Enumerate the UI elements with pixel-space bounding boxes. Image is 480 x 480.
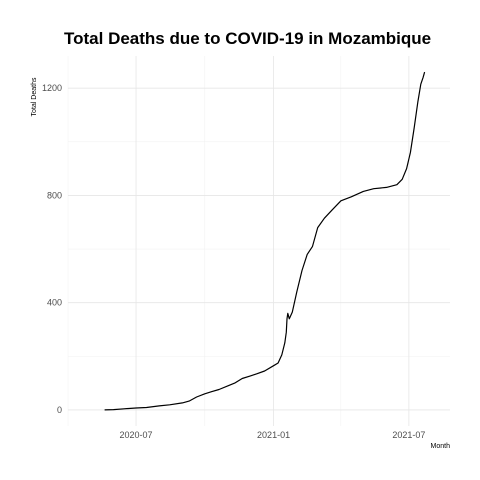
y-axis-title: Total Deaths bbox=[31, 77, 38, 116]
x-axis-ticks: 2020-07 2021-01 2021-07 bbox=[120, 430, 426, 440]
x-tick-label: 2021-01 bbox=[257, 430, 290, 440]
y-axis-ticks: 0 400 800 1200 bbox=[42, 83, 62, 415]
y-tick-label: 800 bbox=[47, 190, 62, 200]
x-axis-title: Month bbox=[431, 443, 451, 450]
y-tick-label: 400 bbox=[47, 298, 62, 308]
y-tick-label: 1200 bbox=[42, 83, 62, 93]
grid bbox=[67, 56, 450, 426]
x-tick-label: 2021-07 bbox=[392, 430, 425, 440]
chart-title: Total Deaths due to COVID-19 in Mozambiq… bbox=[64, 29, 431, 48]
y-tick-label: 0 bbox=[57, 405, 62, 415]
series-line-total-deaths bbox=[104, 71, 426, 411]
x-tick-label: 2020-07 bbox=[120, 430, 153, 440]
